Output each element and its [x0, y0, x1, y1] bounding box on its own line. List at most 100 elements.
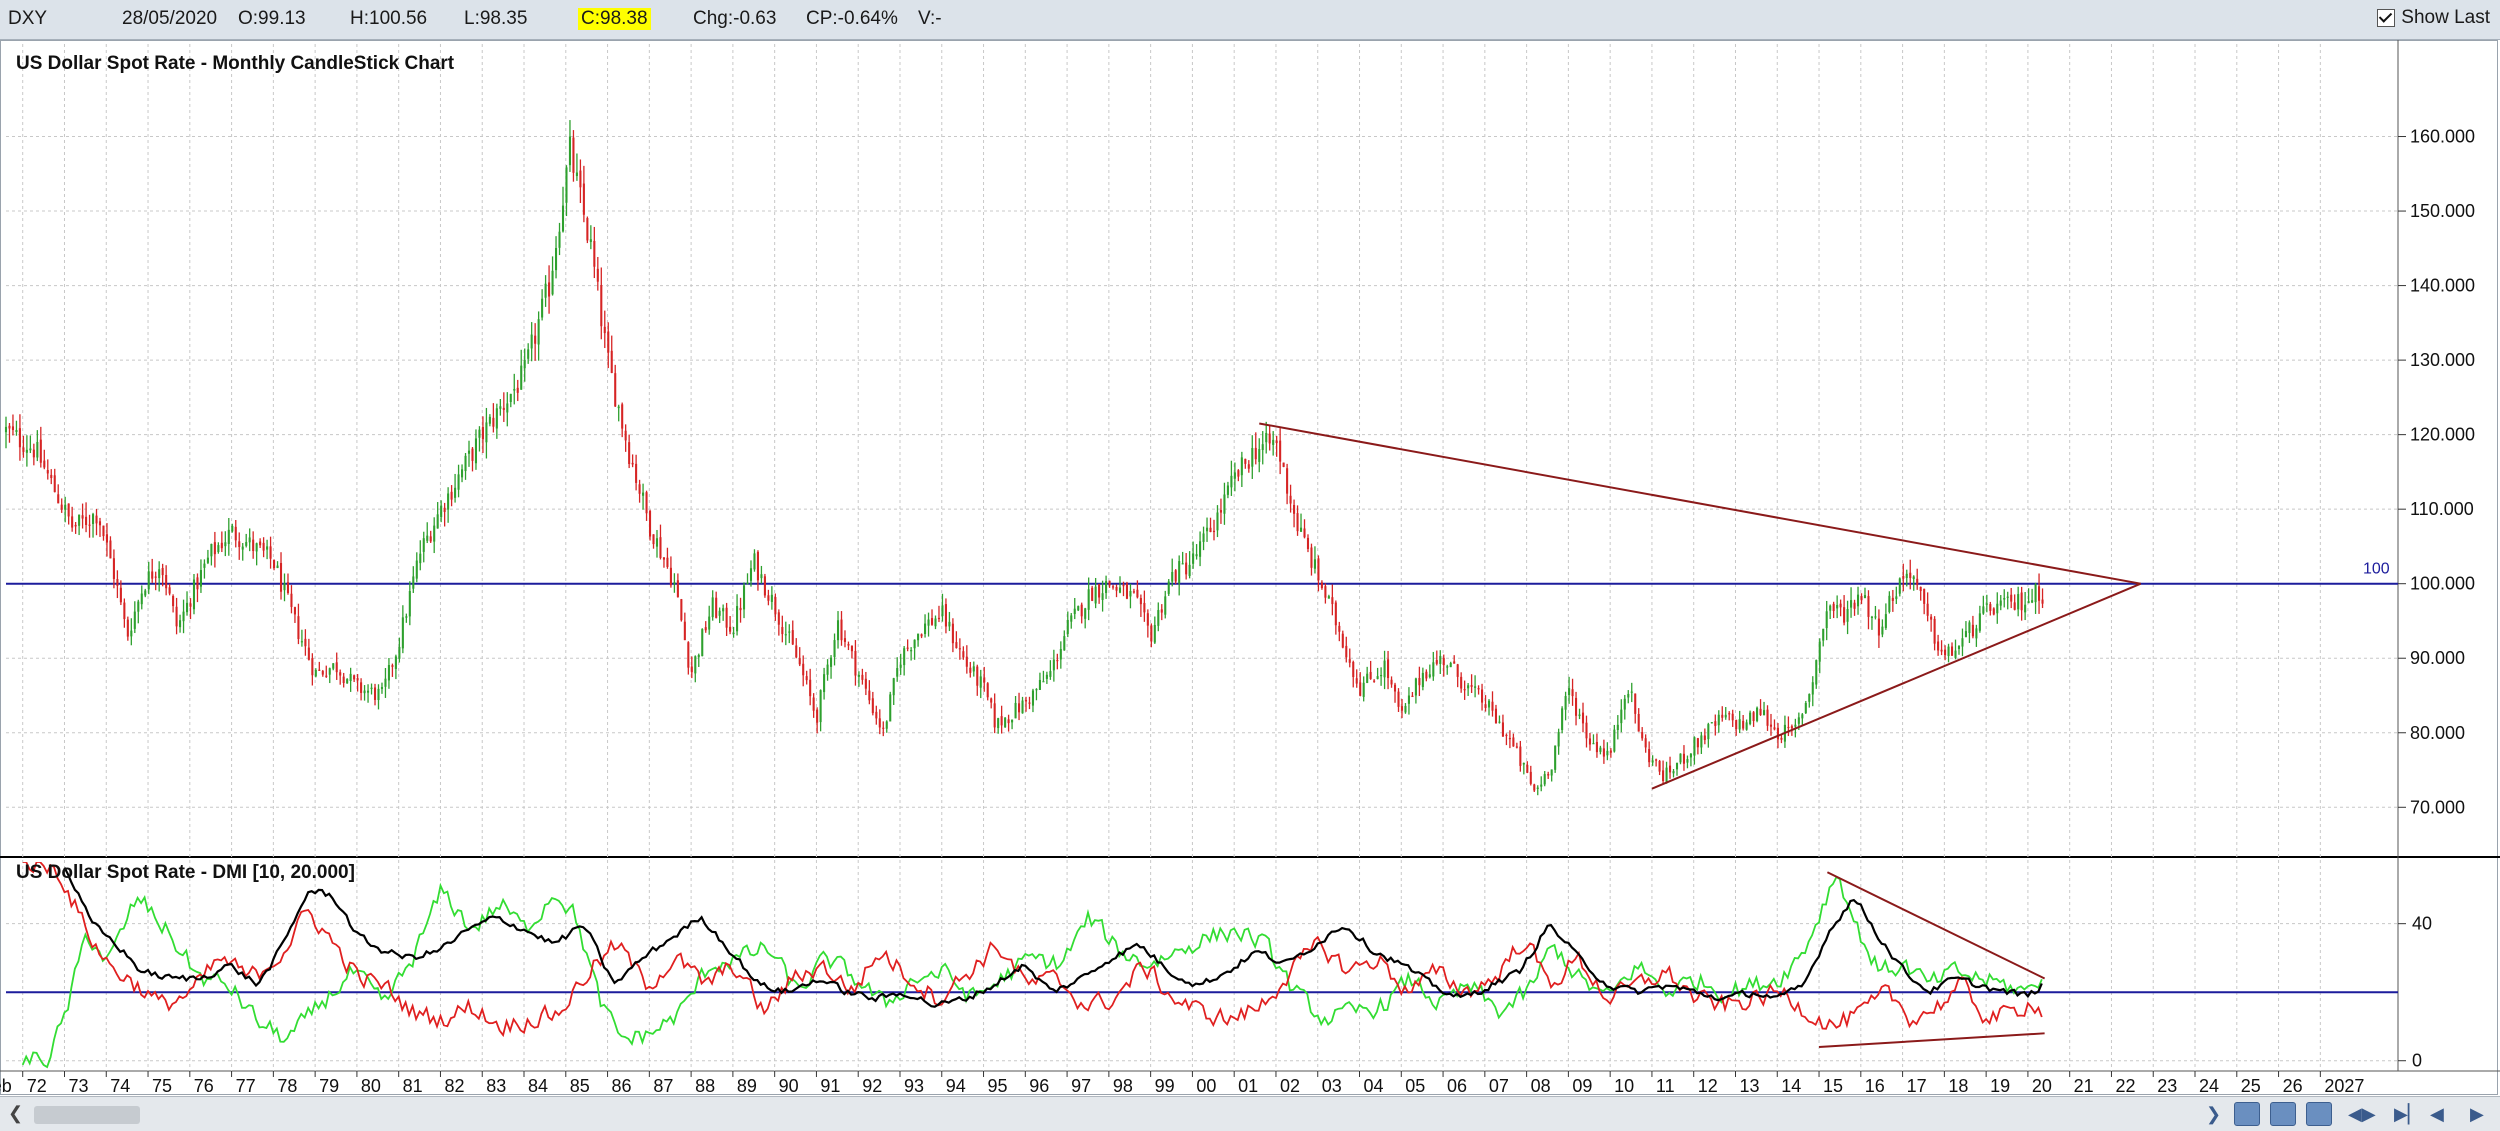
candle-body	[380, 687, 384, 689]
candle-body	[1098, 584, 1101, 598]
candle-body	[889, 694, 892, 722]
x-tick-label: 25	[2241, 1076, 2261, 1096]
tool-icon-3[interactable]	[2306, 1102, 2332, 1126]
candle-body	[948, 621, 951, 627]
candle-body	[293, 607, 296, 615]
left-icon[interactable]: ◀	[2430, 1104, 2444, 1124]
candle-body	[774, 597, 777, 615]
candle-body	[781, 627, 784, 635]
show-last-checkbox[interactable]	[2377, 9, 2396, 27]
candle-body	[676, 580, 679, 598]
candle-body	[1508, 737, 1511, 740]
candle-body	[600, 285, 603, 327]
candle-body	[50, 474, 53, 479]
candle-body	[917, 633, 920, 641]
candle-body	[488, 416, 491, 424]
candle-body	[666, 557, 669, 567]
candle-body	[126, 619, 129, 637]
candle-body	[1122, 584, 1125, 587]
candle-body	[2003, 598, 2006, 600]
candle-body	[1338, 625, 1341, 632]
candle-body	[15, 430, 18, 432]
candle-body	[1160, 609, 1163, 613]
candle-body	[1150, 625, 1153, 642]
candle-body	[951, 623, 954, 644]
candle-body	[1881, 626, 1884, 635]
right-icon[interactable]: ▶	[2470, 1104, 2484, 1124]
x-tick-label: 00	[1196, 1076, 1216, 1096]
candle-body	[1675, 762, 1679, 770]
candle-body	[589, 239, 592, 243]
candle-body	[725, 607, 728, 628]
candle-body	[1080, 604, 1083, 617]
candle-body	[1752, 712, 1755, 721]
candle-body	[85, 516, 88, 525]
candle-body	[502, 407, 505, 410]
candle-body	[363, 690, 366, 694]
candle-body	[1320, 582, 1323, 589]
candle-body	[1087, 589, 1090, 610]
candle-body	[756, 551, 759, 581]
y-tick-label: 100.000	[2410, 574, 2475, 594]
candle-body	[259, 541, 262, 546]
candle-body	[1369, 671, 1372, 679]
previous-icon[interactable]: ▶▏	[2394, 1104, 2422, 1124]
candle-body	[607, 331, 610, 353]
candle-body	[1306, 537, 1310, 549]
candle-body	[906, 647, 909, 649]
close-label: C:98.38	[578, 8, 651, 30]
first-icon[interactable]: ◀▶	[2348, 1104, 2376, 1124]
candle-body	[1362, 682, 1365, 697]
candle-body	[419, 553, 422, 564]
candle-body	[91, 514, 95, 524]
candle-body	[791, 630, 794, 645]
x-tick-label: 97	[1071, 1076, 1091, 1096]
candle-body	[1766, 709, 1769, 726]
candle-body	[1101, 593, 1104, 600]
candle-body	[809, 679, 812, 697]
candle-body	[1846, 609, 1849, 622]
candle-body	[718, 610, 721, 616]
candle-body	[840, 619, 843, 641]
candle-body	[1038, 679, 1041, 690]
candle-body	[1000, 716, 1003, 726]
scroll-right-icon[interactable]: ❯	[2206, 1104, 2222, 1124]
candle-body	[203, 563, 206, 568]
tool-icon-2[interactable]	[2270, 1102, 2296, 1126]
candle-body	[1749, 712, 1752, 725]
candle-body	[593, 240, 596, 267]
candle-body	[1536, 787, 1539, 789]
y-tick-label: 150.000	[2410, 201, 2475, 221]
candle-body	[165, 574, 168, 589]
candle-body	[1533, 784, 1536, 791]
tool-icon-1[interactable]	[2234, 1102, 2260, 1126]
x-tick-label: 21	[2074, 1076, 2094, 1096]
candle-body	[1202, 533, 1205, 542]
candle-body	[1644, 738, 1647, 748]
x-tick-label: 84	[528, 1076, 548, 1096]
candle-body	[986, 683, 989, 698]
candle-body	[816, 709, 819, 723]
candle-body	[826, 664, 829, 675]
candle-body	[812, 697, 815, 711]
candle-body	[1529, 771, 1532, 784]
candle-body	[965, 656, 968, 667]
x-tick-label: 20	[2032, 1076, 2052, 1096]
candle-body	[2027, 601, 2030, 604]
price-chart-title: US Dollar Spot Rate - Monthly CandleStic…	[16, 53, 455, 74]
candle-body	[1568, 688, 1571, 696]
x-tick-label: 93	[904, 1076, 924, 1096]
candle-body	[1804, 702, 1807, 714]
chart-area[interactable]: 70.000 80.000 90.000 100.000 110.000 120.000 1…	[0, 40, 2500, 1096]
candle-body	[81, 515, 84, 519]
candle-body	[955, 642, 958, 649]
candle-body	[972, 666, 975, 672]
x-tick-label: 24	[2199, 1076, 2219, 1096]
candle-body	[206, 557, 209, 563]
scrollbar-thumb[interactable]	[34, 1106, 140, 1124]
candle-body	[436, 514, 439, 529]
candle-body	[732, 632, 735, 634]
scroll-left-icon[interactable]: ❮	[8, 1103, 24, 1123]
candle-body	[185, 602, 189, 613]
show-last-toggle[interactable]: Show Last	[2377, 7, 2490, 29]
